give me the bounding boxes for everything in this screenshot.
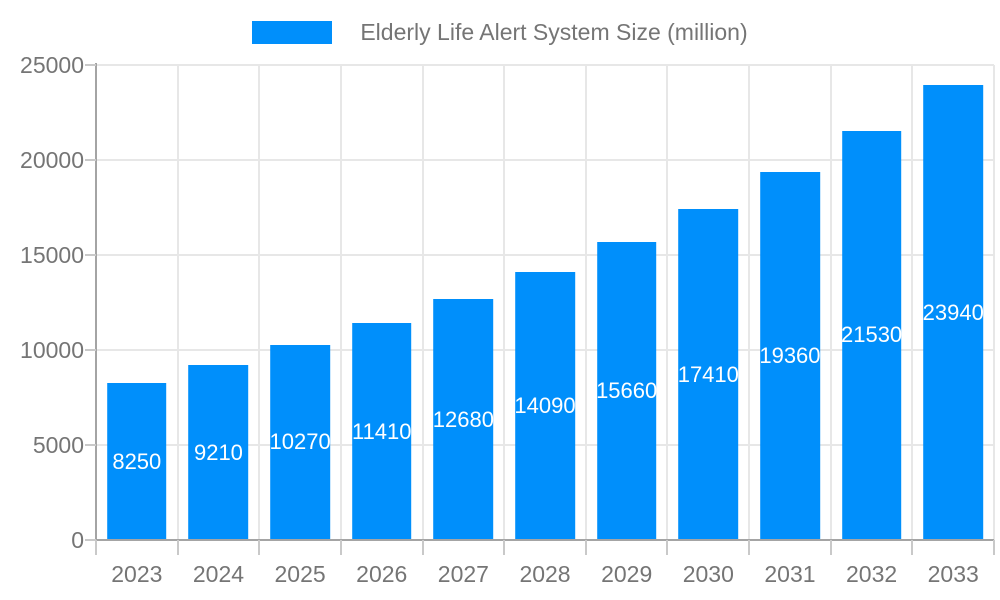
bar-cell: 19360 (749, 65, 831, 540)
y-axis-label: 5000 (32, 432, 84, 458)
vertical-gridline (503, 65, 506, 540)
vertical-gridline (258, 65, 261, 540)
bar-value-label: 15660 (596, 378, 658, 404)
bar-2023[interactable]: 8250 (107, 383, 167, 540)
vertical-gridline (748, 65, 751, 540)
bar-2033[interactable]: 23940 (922, 85, 984, 540)
y-axis-line (95, 63, 97, 555)
x-axis-label: 2027 (437, 561, 489, 587)
legend-label: Elderly Life Alert System Size (million) (360, 19, 748, 45)
x-axis-tick (829, 540, 832, 555)
x-axis-tick (993, 540, 995, 555)
x-axis-label: 2028 (519, 561, 571, 587)
x-axis-label: 2024 (192, 561, 245, 587)
bar-2032[interactable]: 21530 (840, 130, 903, 540)
legend[interactable]: Elderly Life Alert System Size (million) (0, 19, 1000, 46)
bar-cell: 15660 (586, 65, 668, 540)
x-axis-label: 2026 (356, 561, 408, 587)
y-axis-label: 0 (71, 527, 84, 553)
y-axis-tick (85, 64, 96, 66)
x-axis-tick (95, 540, 97, 555)
x-axis-tick (666, 540, 669, 555)
vertical-gridline (829, 65, 832, 540)
legend-swatch-icon (252, 21, 333, 44)
x-axis-label: 2023 (111, 561, 163, 587)
bar-value-label: 14090 (514, 393, 576, 419)
bar-value-label: 10270 (269, 429, 331, 455)
bar-cell: 8250 (96, 65, 178, 540)
y-axis-tick (85, 349, 96, 351)
vertical-gridline (911, 65, 914, 540)
x-axis-tick (176, 540, 179, 555)
vertical-gridline (421, 65, 424, 540)
bar-2024[interactable]: 9210 (188, 365, 249, 540)
bar-cell: 9210 (178, 65, 260, 540)
bar-value-label: 8250 (112, 448, 162, 474)
x-axis-label: 2030 (682, 561, 734, 587)
vertical-gridline (584, 65, 587, 540)
y-axis-label: 20000 (20, 147, 84, 173)
x-axis-line (85, 539, 994, 541)
x-axis-tick (421, 540, 424, 555)
bar-2027[interactable]: 12680 (432, 299, 494, 540)
x-axis-tick (258, 540, 261, 555)
bar-cell: 23940 (912, 65, 994, 540)
horizontal-gridline (96, 64, 994, 66)
bar-value-label: 23940 (922, 299, 984, 325)
y-axis-label: 15000 (20, 242, 84, 268)
bar-2031[interactable]: 19360 (759, 172, 821, 540)
x-axis-label: 2031 (764, 561, 816, 587)
vertical-gridline (666, 65, 669, 540)
bar-cell: 14090 (504, 65, 586, 540)
bar-value-label: 11410 (351, 418, 412, 444)
x-axis-tick (748, 540, 751, 555)
bar-cell: 21530 (831, 65, 913, 540)
bar-value-label: 12680 (432, 406, 494, 432)
bar-value-label: 21530 (840, 322, 903, 348)
x-axis-label: 2033 (927, 561, 979, 587)
bar-cell: 11410 (341, 65, 423, 540)
bar-2030[interactable]: 17410 (677, 209, 739, 540)
x-axis-tick (911, 540, 914, 555)
y-axis-tick (85, 159, 96, 161)
horizontal-gridline (96, 159, 994, 161)
horizontal-gridline (96, 254, 994, 256)
x-axis-label: 2032 (846, 561, 898, 587)
x-axis-label: 2025 (274, 561, 326, 587)
bar-2025[interactable]: 10270 (269, 344, 331, 540)
bar-2029[interactable]: 15660 (596, 242, 658, 540)
plot-area: 8250 9210 10270 11410 12680 14090 15660 17410 19… (95, 64, 995, 541)
x-axis-labels: 2023 2024 2025 2026 2027 2028 2029 2030 2031 2032… (96, 560, 994, 588)
bar-value-label: 17410 (677, 361, 739, 387)
vertical-gridline (993, 65, 995, 540)
vertical-gridline (176, 65, 179, 540)
bar-cell: 10270 (259, 65, 341, 540)
bar-value-label: 9210 (193, 439, 243, 465)
x-axis-tick (503, 540, 506, 555)
y-axis-tick (85, 444, 96, 446)
bar-2026[interactable]: 11410 (351, 323, 412, 540)
bar-2028[interactable]: 14090 (514, 272, 576, 540)
vertical-gridline (339, 65, 342, 540)
y-axis-tick (85, 254, 96, 256)
bar-cell: 17410 (667, 65, 749, 540)
bar-cell: 12680 (423, 65, 505, 540)
x-axis-tick (339, 540, 342, 555)
x-axis-label: 2029 (601, 561, 653, 587)
bars-row: 8250 9210 10270 11410 12680 14090 15660 17410 19… (96, 65, 994, 540)
y-axis-tick (85, 539, 96, 541)
y-axis-label: 25000 (20, 52, 84, 78)
bar-value-label: 19360 (759, 343, 821, 369)
x-axis-tick (584, 540, 587, 555)
y-axis-label: 10000 (20, 337, 84, 363)
